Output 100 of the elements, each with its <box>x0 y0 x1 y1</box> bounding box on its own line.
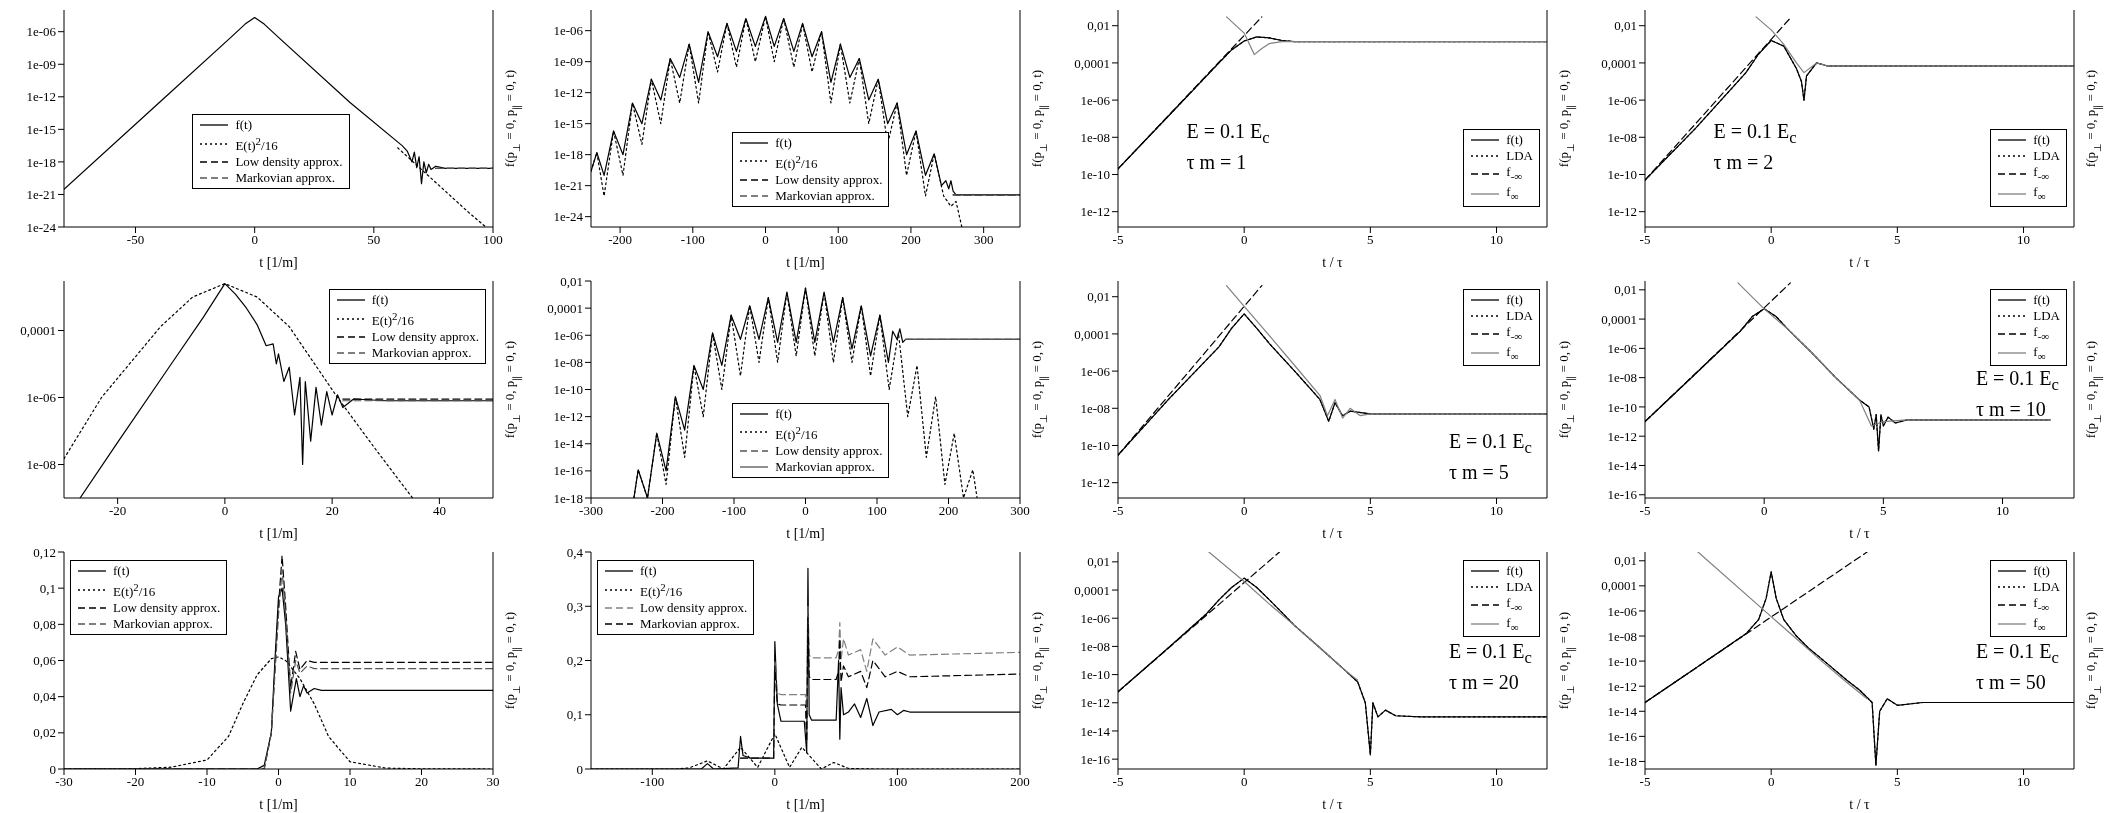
x-tick-label: 0 <box>275 774 282 790</box>
x-tick-label: 0 <box>251 232 258 248</box>
y-tick-label: 1e-06 <box>553 327 584 343</box>
legend-label: f(t) <box>113 563 130 579</box>
y-tick-label: 1e-18 <box>553 147 583 163</box>
y-tick-label: 1e-16 <box>1607 728 1638 744</box>
y-tick-label: 1e-06 <box>26 24 57 40</box>
x-tick-label: -200 <box>650 503 675 519</box>
legend-label: Low density approx. <box>775 442 883 459</box>
y-tick-label: 0,06 <box>33 653 57 669</box>
y-tick-label: 1e-12 <box>1607 204 1637 220</box>
y-tick-label: 0,12 <box>33 544 56 560</box>
y-tick-label: 1e-10 <box>1080 667 1110 683</box>
y-tick-label: 1e-08 <box>1080 400 1110 416</box>
x-tick-label: 5 <box>1367 232 1374 248</box>
legend-label: Low density approx. <box>113 600 221 617</box>
legend-label: f(t) <box>1506 563 1523 579</box>
x-tick-label: -100 <box>640 774 665 790</box>
annotation: τ m = 5 <box>1448 459 1510 484</box>
y-tick-label: 0,1 <box>39 580 56 596</box>
annotation: τ m = 20 <box>1448 669 1520 694</box>
x-tick-label: 200 <box>901 232 921 248</box>
x-axis-title: t [1/m] <box>259 797 298 812</box>
x-tick-label: -5 <box>1639 232 1651 248</box>
x-tick-label: -30 <box>55 774 73 790</box>
y-tick-label: 1e-12 <box>553 409 583 425</box>
y-tick-label: 0,01 <box>1614 18 1637 34</box>
x-tick-label: 300 <box>1010 503 1030 519</box>
x-tick-label: 10 <box>1490 503 1504 519</box>
x-tick-label: -5 <box>1112 503 1124 519</box>
y-tick-label: 1e-16 <box>553 463 584 479</box>
legend-label: f$_{-∞}$ <box>1506 595 1522 615</box>
legend-label: LDA <box>1506 579 1533 595</box>
x-axis-title: t / τ <box>1849 526 1871 541</box>
legend-label: f(t) <box>371 292 389 308</box>
legend-label: f$_{-∞}$ <box>2033 324 2049 344</box>
legend-label: f$_{-∞}$ <box>1506 324 1522 344</box>
legend-label: f(t) <box>235 117 252 134</box>
x-tick-label: 0 <box>1767 232 1775 248</box>
x-tick-label: 200 <box>938 503 959 519</box>
y-tick-label: 1e-06 <box>1080 363 1111 379</box>
annotation: E = 0.1 E$_{c}$ <box>1713 118 1797 149</box>
annotation: E = 0.1 E$_{c}$ <box>1448 428 1532 459</box>
y-tick-label: 1e-12 <box>1607 428 1637 444</box>
annotation: E = 0.1 E$_{c}$ <box>1448 638 1532 669</box>
legend-label: f(t) <box>775 405 792 422</box>
y-tick-label: 0,01 <box>1614 282 1637 298</box>
x-tick-label: 5 <box>1367 503 1374 519</box>
y-tick-label: 1e-06 <box>1607 603 1638 619</box>
y-tick-label: 0,0001 <box>1601 311 1637 327</box>
y-tick-label: 1e-08 <box>553 354 583 370</box>
y-tick-label: 0,4 <box>566 544 584 560</box>
y-tick-label: 0,01 <box>1614 553 1637 569</box>
x-tick-label: -10 <box>198 774 216 790</box>
y-tick-label: 1e-15 <box>26 121 56 137</box>
x-axis-title: t / τ <box>1322 255 1344 270</box>
y-tick-label: 0 <box>576 761 583 777</box>
y-tick-label: 0,3 <box>566 598 583 614</box>
x-axis-title: t / τ <box>1849 255 1871 270</box>
y-tick-label: 1e-14 <box>553 436 584 452</box>
y-tick-label: 1e-10 <box>1607 653 1637 669</box>
x-tick-label: 5 <box>1367 774 1374 790</box>
y-tick-label: 0,04 <box>33 689 57 705</box>
x-tick-label: -100 <box>722 503 746 519</box>
legend-label: f$_{-∞}$ <box>1506 164 1522 184</box>
y-tick-label: 1e-08 <box>1607 129 1637 145</box>
y-tick-label: 1e-08 <box>1080 129 1110 145</box>
x-axis-title: t / τ <box>1322 526 1344 541</box>
x-tick-label: 10 <box>1490 232 1504 248</box>
x-tick-label: -5 <box>1639 503 1651 519</box>
y-tick-label: 0,0001 <box>1074 326 1110 342</box>
y-tick-label: 0,0001 <box>1074 582 1110 598</box>
annotation: τ m = 2 <box>1713 149 1775 174</box>
y-tick-label: 1e-06 <box>553 23 584 39</box>
x-tick-label: 100 <box>483 232 503 248</box>
y-tick-label: 1e-24 <box>553 209 584 225</box>
y-tick-label: 1e-12 <box>1080 695 1110 711</box>
y-tick-label: 0,2 <box>566 653 583 669</box>
legend-label: LDA <box>2033 148 2060 165</box>
x-tick-label: 40 <box>432 503 446 519</box>
y-tick-label: 1e-10 <box>1607 167 1637 183</box>
y-tick-label: 1e-14 <box>1607 458 1638 474</box>
x-axis-title: t / τ <box>1322 797 1344 812</box>
legend-label: Markovian approx. <box>371 345 472 362</box>
x-tick-label: 100 <box>867 503 887 519</box>
y-tick-label: 0,01 <box>1087 18 1110 34</box>
y-tick-label: 1e-18 <box>553 490 583 506</box>
y-tick-label: 1e-12 <box>1607 678 1637 694</box>
y-tick-label: 1e-16 <box>1607 487 1638 503</box>
x-tick-label: 0 <box>221 503 229 519</box>
legend-label: LDA <box>1506 148 1533 165</box>
y-tick-label: 1e-09 <box>26 56 56 72</box>
x-tick-label: 100 <box>828 232 848 248</box>
x-tick-label: 5 <box>1880 503 1887 519</box>
y-tick-label: 0,01 <box>1087 554 1110 570</box>
legend-label: f$_{∞}$ <box>1506 614 1519 635</box>
annotation: τ m = 10 <box>1975 396 2047 421</box>
legend-label: E(t)$^{2}$/16 <box>371 309 415 330</box>
legend-label: f(t) <box>2033 292 2050 308</box>
legend-label: LDA <box>1506 308 1533 324</box>
